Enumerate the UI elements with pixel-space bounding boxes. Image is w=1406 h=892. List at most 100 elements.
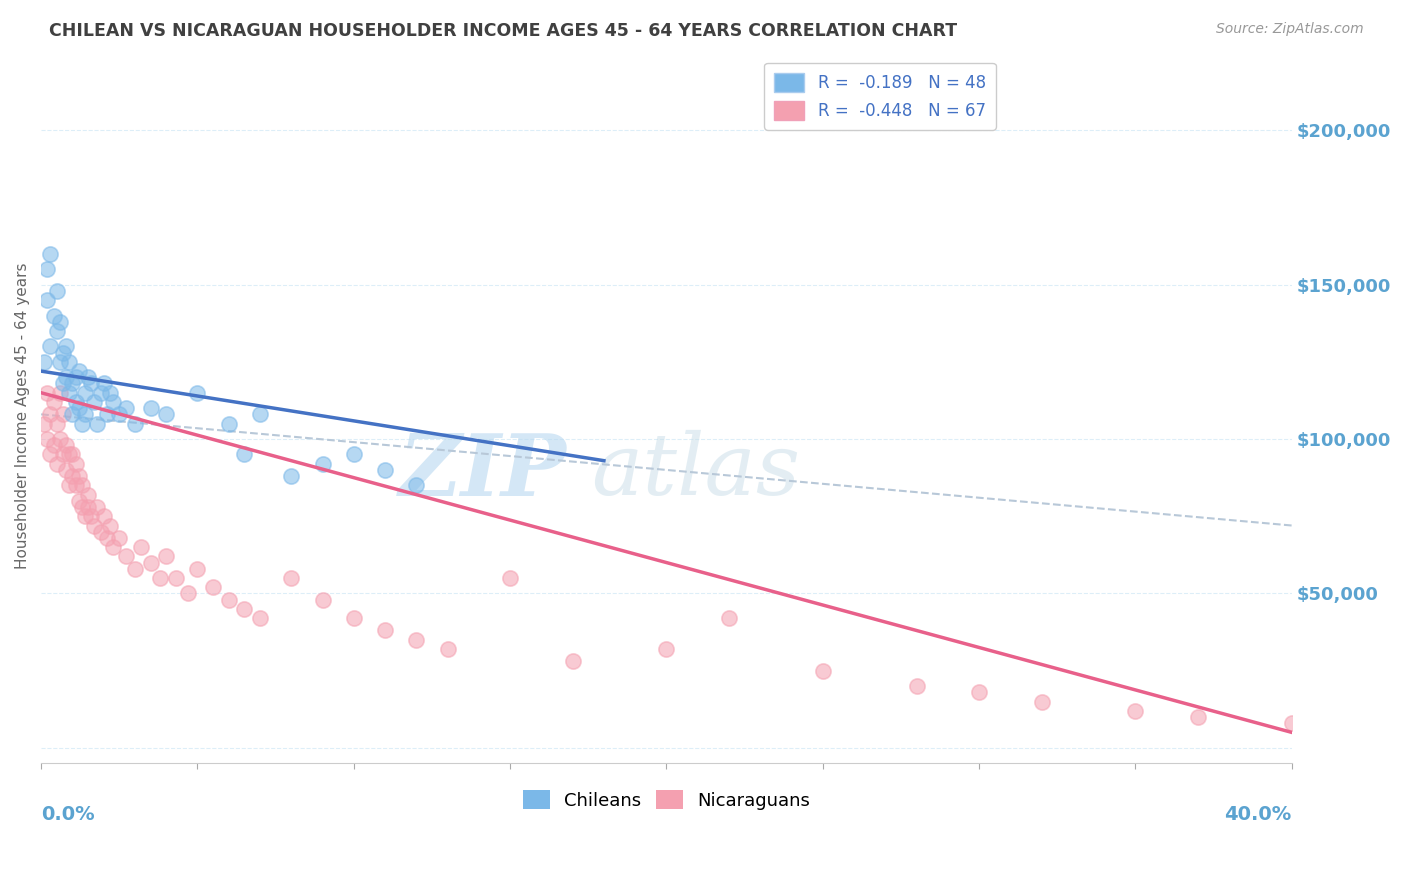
Point (343, 448, 366, 462)
Y-axis label: Householder Income Ages 45 - 64 years: Householder Income Ages 45 - 64 years (15, 262, 30, 569)
Text: atlas: atlas (592, 430, 800, 513)
Point (70, 500, 93, 514)
Point (139, 401, 162, 416)
Point (218, 592, 240, 607)
Point (42, 395, 65, 409)
Point (60, 408, 83, 422)
Point (93, 509, 115, 524)
Legend: Chileans, Nicaraguans: Chileans, Nicaraguans (516, 783, 817, 817)
Point (155, 549, 177, 564)
Point (93, 376, 115, 391)
Point (202, 580, 225, 594)
Text: 40.0%: 40.0% (1225, 805, 1292, 824)
Point (39, 247, 62, 261)
Point (499, 571, 522, 585)
Point (1031, 694, 1053, 708)
Point (124, 417, 146, 431)
Point (55, 438, 77, 452)
Point (67, 401, 90, 416)
Point (655, 642, 678, 657)
Point (65, 395, 87, 409)
Point (67, 469, 90, 483)
Point (49, 432, 72, 446)
Point (39, 408, 62, 422)
Point (45, 284, 67, 298)
Point (37, 262, 59, 277)
Point (249, 408, 271, 422)
Point (311, 592, 333, 607)
Point (55, 463, 77, 477)
Point (101, 395, 124, 409)
Point (186, 562, 208, 576)
Text: CHILEAN VS NICARAGUAN HOUSEHOLDER INCOME AGES 45 - 64 YEARS CORRELATION CHART: CHILEAN VS NICARAGUAN HOUSEHOLDER INCOME… (49, 22, 957, 40)
Point (39, 339, 62, 353)
Point (177, 586, 200, 600)
Point (58, 448, 80, 462)
Point (717, 611, 740, 625)
Point (77, 370, 100, 384)
Point (80, 376, 103, 391)
Point (37, 293, 59, 307)
Point (65, 370, 87, 384)
Point (83, 518, 105, 533)
Point (86, 500, 108, 514)
Point (139, 556, 162, 570)
Point (42, 438, 65, 452)
Point (32, 417, 55, 431)
Point (1281, 716, 1303, 731)
Point (374, 624, 396, 638)
Point (32, 355, 55, 369)
Point (280, 571, 302, 585)
Point (280, 469, 302, 483)
Point (45, 417, 67, 431)
Point (52, 376, 75, 391)
Point (58, 478, 80, 492)
Point (42, 309, 65, 323)
Point (55, 339, 77, 353)
Point (73, 509, 96, 524)
Point (60, 448, 83, 462)
Point (58, 355, 80, 369)
Point (65, 457, 87, 471)
Point (86, 417, 108, 431)
Point (96, 408, 118, 422)
Point (89, 524, 111, 539)
Point (58, 385, 80, 400)
Point (83, 395, 105, 409)
Point (45, 324, 67, 338)
Point (73, 408, 96, 422)
Text: ZIP: ZIP (398, 430, 567, 513)
Point (233, 602, 256, 616)
Point (249, 611, 271, 625)
Point (218, 417, 240, 431)
Point (37, 385, 59, 400)
Point (108, 408, 131, 422)
Point (343, 611, 366, 625)
Point (114, 401, 136, 416)
Text: 0.0%: 0.0% (41, 805, 94, 824)
Point (436, 642, 458, 657)
Point (67, 364, 90, 378)
Point (129, 540, 152, 554)
Point (98, 518, 121, 533)
Point (96, 531, 118, 545)
Point (70, 478, 93, 492)
Point (73, 385, 96, 400)
Point (70, 417, 93, 431)
Point (89, 385, 111, 400)
Point (114, 549, 136, 564)
Point (60, 469, 83, 483)
Point (811, 664, 834, 678)
Point (39, 448, 62, 462)
Point (49, 315, 72, 329)
Point (967, 685, 990, 699)
Point (60, 376, 83, 391)
Point (374, 463, 396, 477)
Point (155, 408, 177, 422)
Point (1125, 704, 1147, 718)
Point (52, 448, 75, 462)
Point (45, 457, 67, 471)
Point (101, 540, 124, 554)
Point (233, 448, 256, 462)
Point (405, 478, 427, 492)
